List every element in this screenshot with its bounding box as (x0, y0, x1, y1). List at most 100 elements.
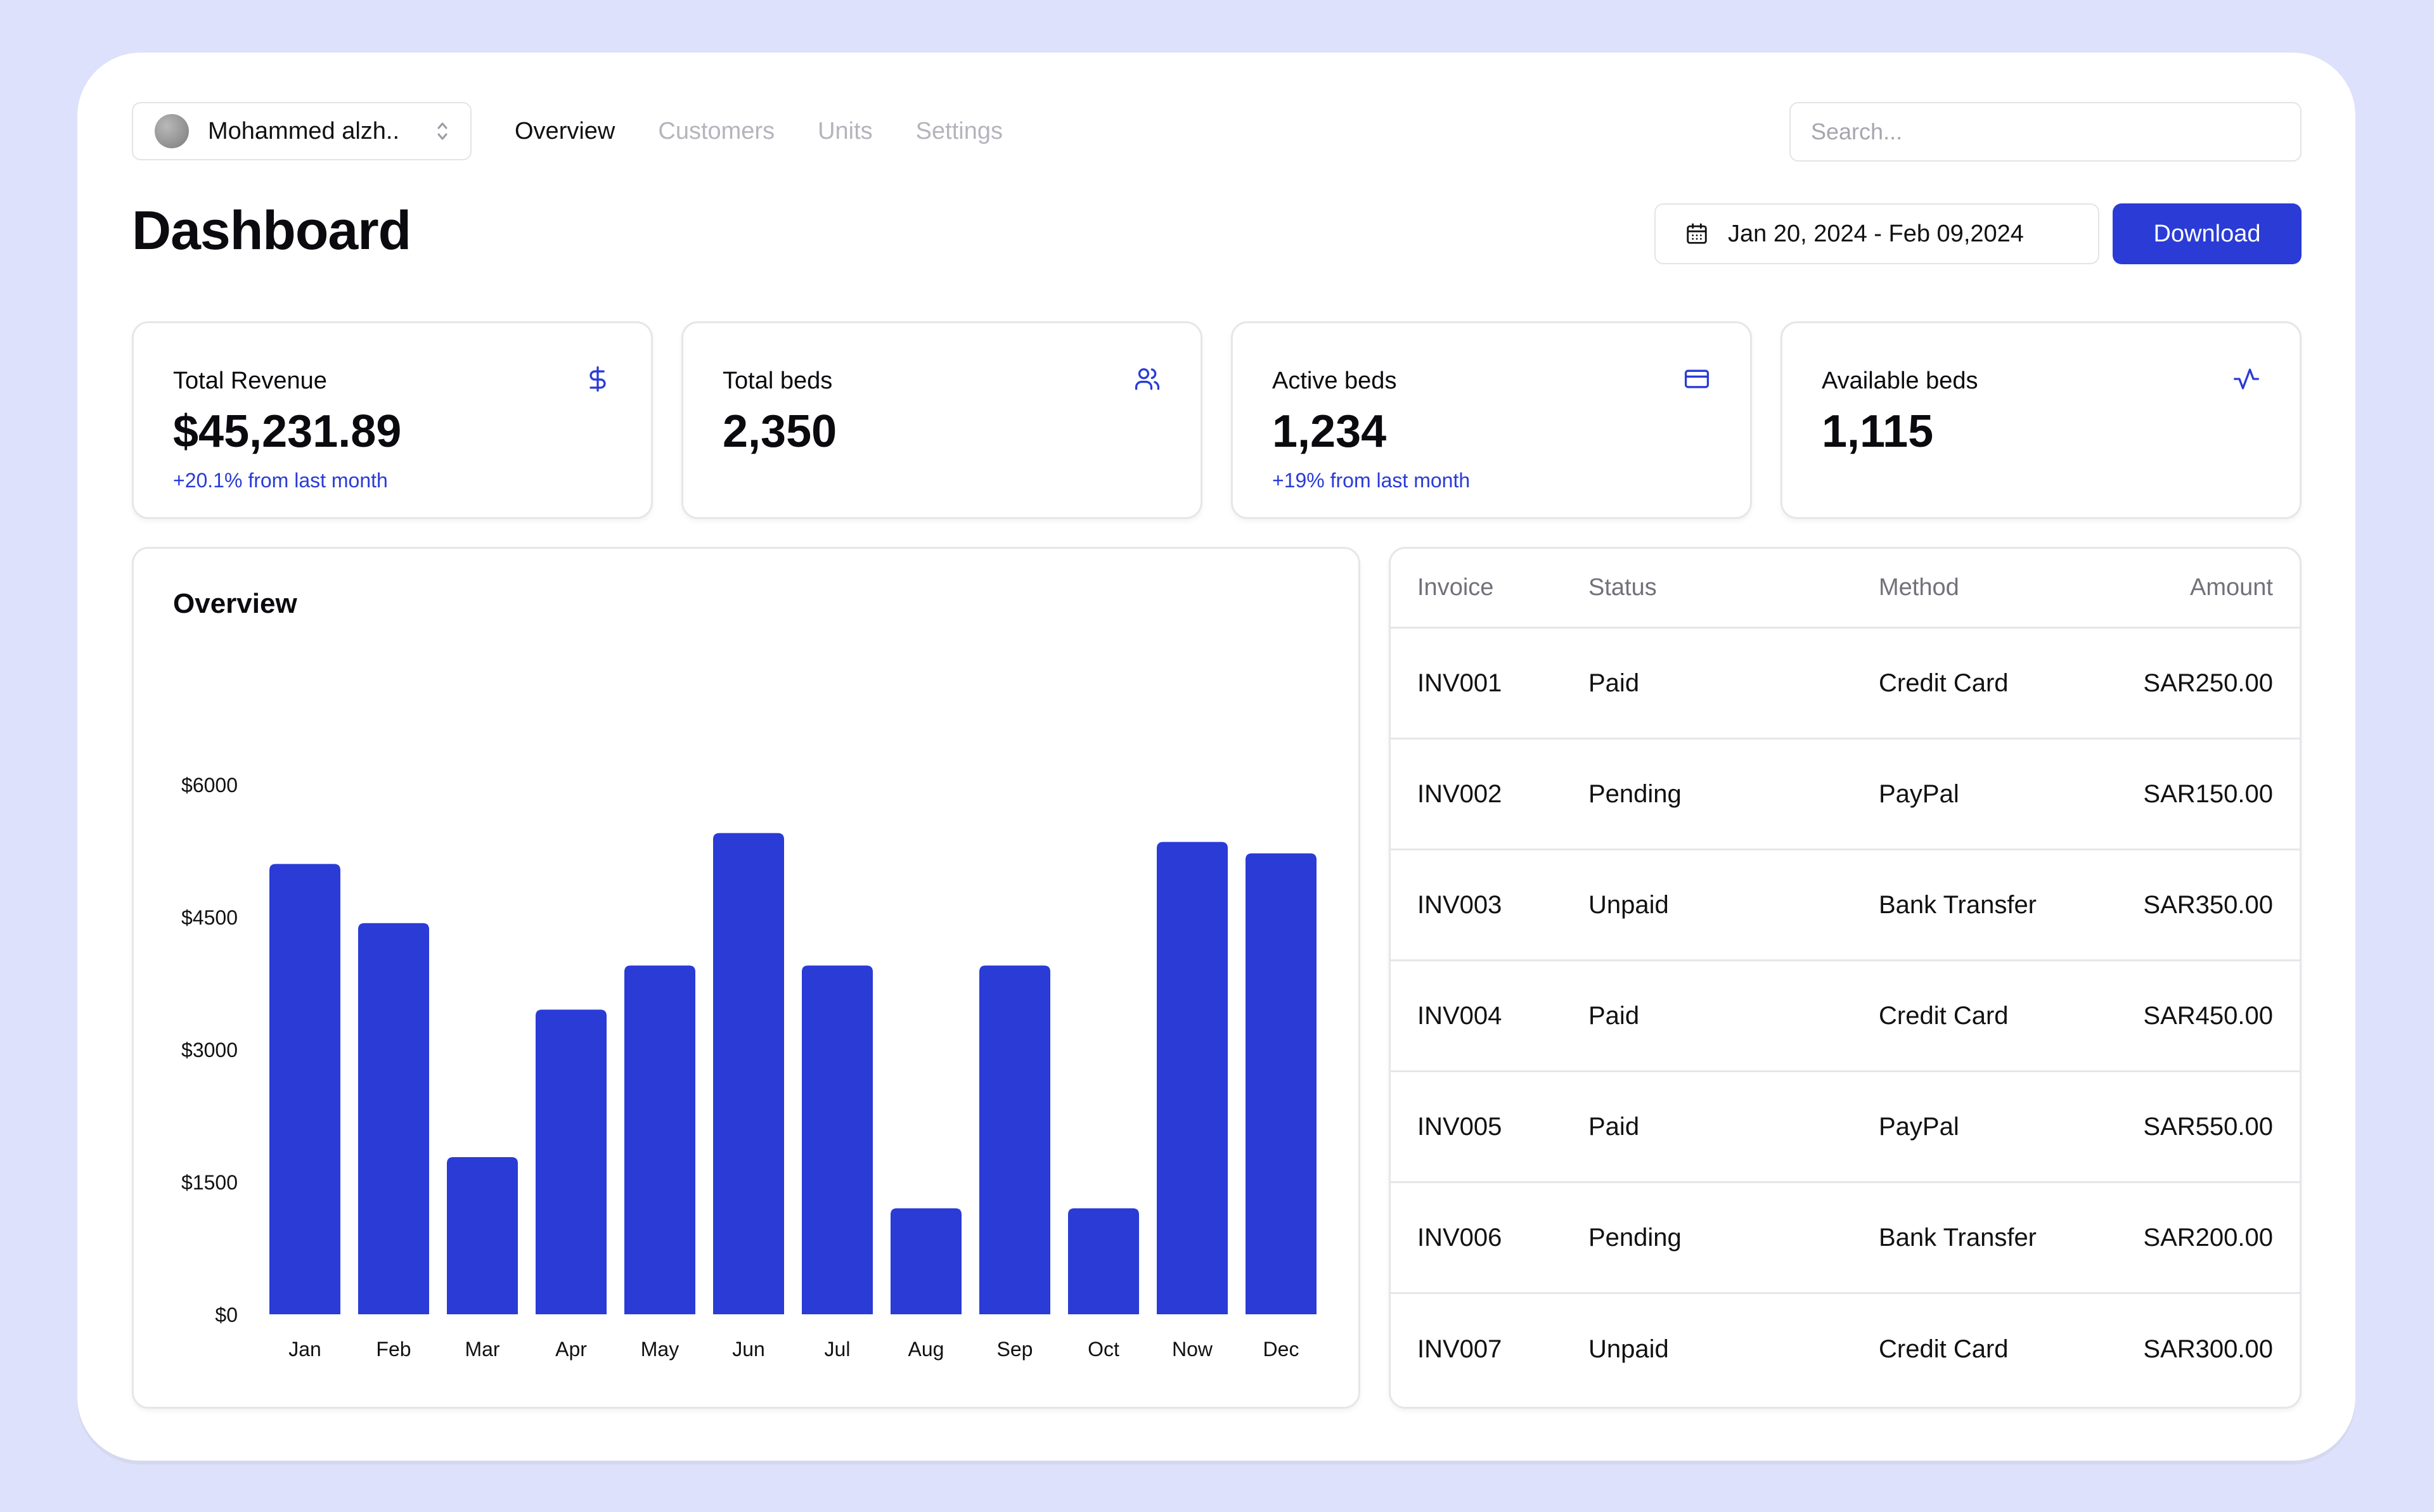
stat-value: 1,234 (1272, 406, 1387, 457)
column-header-status: Status (1588, 574, 1657, 601)
bar-jul[interactable] (802, 965, 873, 1314)
column-header-invoice: Invoice (1417, 574, 1494, 601)
column-header-method: Method (1879, 574, 1959, 601)
tab-overview[interactable]: Overview (515, 117, 615, 144)
stat-label: Total Revenue (173, 368, 327, 394)
invoice-id: INV003 (1417, 890, 1502, 919)
y-tick-label: $6000 (181, 774, 238, 797)
search-input[interactable] (1789, 102, 2302, 162)
account-switcher[interactable]: Mohammed alzh.. (132, 102, 472, 160)
bar-may[interactable] (624, 965, 695, 1314)
download-button[interactable]: Download (2113, 203, 2302, 264)
x-tick-label: Apr (555, 1338, 587, 1361)
bar-jun[interactable] (713, 833, 784, 1314)
bar-jan[interactable] (269, 864, 340, 1314)
invoice-amount: SAR550.00 (2143, 1112, 2273, 1141)
invoice-method: Credit Card (1879, 1001, 2009, 1030)
table-row[interactable]: INV005 Paid PayPal SAR550.00 (1391, 1072, 2300, 1183)
overview-chart-panel: Overview $6000 $4500 $3000 $1500 $0 Jan Feb Mar… (132, 547, 1360, 1409)
stat-card-active-beds: Active beds 1,234 +19% from last month (1231, 321, 1752, 519)
table-header: Invoice Status Method Amount (1391, 549, 2300, 629)
invoice-amount: SAR200.00 (2143, 1223, 2273, 1252)
x-tick-label: Aug (908, 1338, 944, 1361)
invoice-status: Paid (1588, 1001, 1640, 1030)
bar-feb[interactable] (358, 923, 429, 1314)
table-row[interactable]: INV003 Unpaid Bank Transfer SAR350.00 (1391, 850, 2300, 961)
stat-value: 1,115 (1822, 406, 1934, 457)
x-tick-label: Jun (732, 1338, 765, 1361)
invoice-method: Credit Card (1879, 669, 2009, 697)
invoice-id: INV001 (1417, 669, 1502, 697)
users-icon (1135, 368, 1160, 390)
bar-dec[interactable] (1246, 853, 1317, 1314)
date-range-text: Jan 20, 2024 - Feb 09,2024 (1728, 220, 2024, 247)
invoice-method: Bank Transfer (1879, 890, 2037, 919)
account-name: Mohammed alzh.. (208, 117, 400, 144)
x-tick-label: May (641, 1338, 679, 1361)
tab-units[interactable]: Units (818, 117, 873, 144)
invoice-amount: SAR450.00 (2143, 1001, 2273, 1030)
invoice-method: PayPal (1879, 779, 1959, 808)
stat-delta: +19% from last month (1272, 469, 1471, 492)
tab-settings[interactable]: Settings (915, 117, 1003, 144)
stat-value: 2,350 (723, 406, 837, 457)
avatar (155, 114, 189, 148)
tab-customers[interactable]: Customers (658, 117, 775, 144)
invoice-amount: SAR300.00 (2143, 1335, 2273, 1363)
invoice-method: Credit Card (1879, 1335, 2009, 1363)
activity-icon (2234, 368, 2259, 390)
invoice-status: Pending (1588, 779, 1682, 808)
x-tick-label: Dec (1263, 1338, 1299, 1361)
bar-oct[interactable] (1068, 1208, 1139, 1314)
table-row[interactable]: INV004 Paid Credit Card SAR450.00 (1391, 961, 2300, 1072)
bar-now[interactable] (1157, 842, 1228, 1314)
x-tick-label: Now (1172, 1338, 1213, 1361)
y-tick-label: $3000 (181, 1039, 238, 1061)
invoice-table: Invoice Status Method Amount INV001 Paid… (1389, 547, 2302, 1409)
x-tick-label: Oct (1088, 1338, 1119, 1361)
invoice-status: Pending (1588, 1223, 1682, 1252)
invoice-id: INV007 (1417, 1335, 1502, 1363)
stat-label: Available beds (1822, 368, 1978, 394)
stat-delta: +20.1% from last month (173, 469, 388, 492)
invoice-status: Unpaid (1588, 890, 1669, 919)
y-tick-label: $1500 (181, 1171, 238, 1194)
x-tick-label: Jul (825, 1338, 851, 1361)
invoice-id: INV005 (1417, 1112, 1502, 1141)
invoice-status: Unpaid (1588, 1335, 1669, 1363)
x-tick-label: Sep (997, 1338, 1033, 1361)
invoice-amount: SAR350.00 (2143, 890, 2273, 919)
stat-value: $45,231.89 (173, 406, 402, 457)
invoice-id: INV002 (1417, 779, 1502, 808)
stat-label: Total beds (723, 368, 833, 394)
bar-apr[interactable] (536, 1009, 607, 1314)
table-row[interactable]: INV001 Paid Credit Card SAR250.00 (1391, 629, 2300, 740)
credit-card-icon (1684, 369, 1710, 388)
calendar-icon (1687, 223, 1707, 244)
stat-card-total-beds: Total beds 2,350 (681, 321, 1202, 519)
table-row[interactable]: INV007 Unpaid Credit Card SAR300.00 (1391, 1294, 2300, 1405)
stat-card-total-revenue: Total Revenue $45,231.89 +20.1% from las… (132, 321, 653, 519)
table-row[interactable]: INV006 Pending Bank Transfer SAR200.00 (1391, 1183, 2300, 1294)
dashboard-window: Mohammed alzh.. Overview Customers Units… (77, 53, 2355, 1461)
invoice-status: Paid (1588, 1112, 1640, 1141)
invoice-amount: SAR250.00 (2143, 669, 2273, 697)
overview-bar-chart: $6000 $4500 $3000 $1500 $0 Jan Feb Mar Apr May Jun… (181, 774, 1317, 1361)
bar-sep[interactable] (979, 965, 1050, 1314)
stat-label: Active beds (1272, 368, 1397, 394)
table-row[interactable]: INV002 Pending PayPal SAR150.00 (1391, 740, 2300, 850)
page-title: Dashboard (132, 200, 411, 261)
invoice-id: INV006 (1417, 1223, 1502, 1252)
date-range-picker[interactable]: Jan 20, 2024 - Feb 09,2024 (1654, 203, 2099, 264)
dollar-icon (589, 366, 606, 392)
x-tick-label: Feb (376, 1338, 411, 1361)
y-tick-label: $0 (215, 1304, 238, 1326)
column-header-amount: Amount (2190, 574, 2273, 601)
x-tick-label: Jan (288, 1338, 321, 1361)
main-nav: Overview Customers Units Settings (515, 102, 1003, 160)
bar-mar[interactable] (447, 1156, 518, 1314)
bar-aug[interactable] (891, 1208, 962, 1314)
x-tick-label: Mar (465, 1338, 499, 1361)
stat-card-available-beds: Available beds 1,115 (1780, 321, 2302, 519)
invoice-method: PayPal (1879, 1112, 1959, 1141)
